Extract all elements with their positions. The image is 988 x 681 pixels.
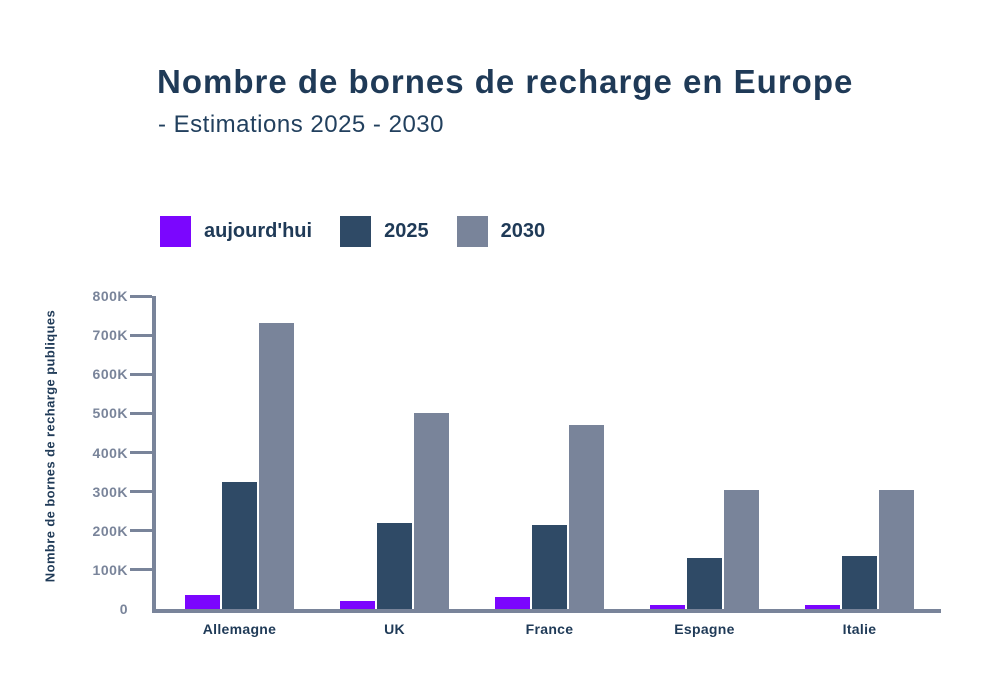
y-tick-mark [130, 411, 152, 415]
legend: aujourd'hui 2025 2030 [160, 216, 545, 247]
legend-item-aujourd-hui: aujourd'hui [160, 216, 312, 247]
bar-2030-italie [879, 489, 914, 609]
y-tick-label: 700K [92, 327, 128, 344]
x-axis-line [152, 609, 941, 613]
y-tick-mark [130, 294, 152, 298]
bar-2030-allemagne [259, 323, 294, 609]
bar-2030-espagne [724, 489, 759, 609]
bar-2025-espagne [687, 558, 722, 609]
y-axis-line [152, 296, 156, 609]
y-tick-mark [130, 333, 152, 337]
y-axis-title: Nombre de bornes de recharge publiques [42, 309, 58, 583]
y-tick-mark [130, 451, 152, 454]
bar-aujourd-hui-france [495, 597, 530, 609]
bar-2030-uk [414, 413, 449, 609]
y-tick-mark [130, 490, 152, 494]
bar-aujourd-hui-espagne [650, 605, 685, 609]
y-tick-mark [130, 372, 152, 376]
y-tick-label: 100K [92, 561, 128, 578]
bar-2025-france [532, 524, 567, 609]
y-tick-label: 200K [92, 522, 128, 539]
y-tick-label: 600K [92, 366, 128, 383]
x-axis-label-france: France [525, 621, 574, 637]
legend-swatch-2025 [340, 216, 372, 247]
bar-2025-uk [377, 522, 412, 609]
bar-aujourd-hui-allemagne [185, 595, 220, 609]
bar-aujourd-hui-italie [805, 605, 840, 609]
legend-label: aujourd'hui [204, 220, 313, 242]
y-tick-label: 0 [119, 601, 128, 617]
x-axis-label-italie: Italie [842, 621, 877, 637]
legend-swatch-2030 [456, 216, 488, 247]
chart-title: Nombre de bornes de recharge en Europe [157, 63, 854, 100]
bar-aujourd-hui-uk [340, 601, 375, 609]
legend-label: 2030 [500, 220, 546, 242]
x-axis-label-allemagne: Allemagne [202, 621, 277, 637]
legend-swatch-aujourd-hui [160, 216, 191, 247]
bar-2030-france [569, 425, 604, 609]
x-axis-label-espagne: Espagne [674, 621, 735, 637]
legend-label: 2025 [384, 220, 429, 242]
bar-2025-allemagne [222, 481, 257, 609]
y-tick-label: 300K [92, 483, 128, 500]
legend-item-2030: 2030 [456, 216, 546, 247]
bar-2025-italie [842, 556, 877, 609]
legend-item-2025: 2025 [340, 216, 429, 247]
y-tick-label: 800K [92, 288, 128, 304]
chart-subtitle: - Estimations 2025 - 2030 [158, 111, 444, 138]
y-tick-mark [130, 529, 152, 533]
y-tick-label: 500K [92, 405, 128, 422]
y-tick-label: 400K [92, 444, 128, 461]
x-axis-label-uk: UK [384, 621, 405, 637]
y-tick-mark [130, 568, 152, 572]
